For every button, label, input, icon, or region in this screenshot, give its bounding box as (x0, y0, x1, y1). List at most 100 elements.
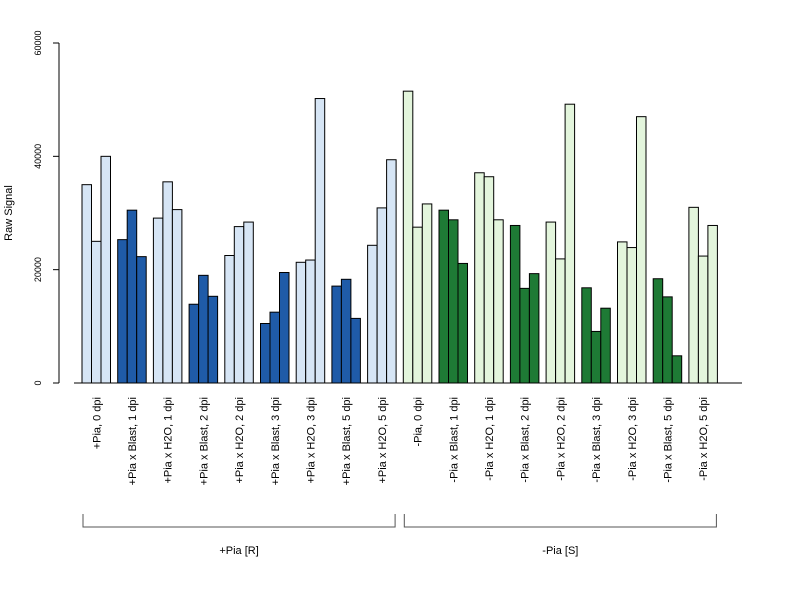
y-axis: 0 20000 40000 60000 (33, 30, 60, 386)
bar (697, 255, 709, 384)
bar-group (117, 209, 147, 384)
category-label: +Pia x Blast, 2 dpi (198, 397, 210, 485)
group-bracket (82, 514, 396, 528)
category-label: +Pia x H2O, 3 dpi (305, 397, 317, 484)
category-label: -Pia x Blast, 3 dpi (591, 397, 603, 483)
bar (509, 224, 521, 384)
y-tick-label: 20000 (33, 257, 43, 282)
category-label: +Pia x H2O, 1 dpi (163, 397, 175, 484)
bar (117, 239, 128, 384)
bar-group (81, 155, 111, 384)
bars-layer (81, 90, 718, 384)
bar (367, 244, 378, 384)
group-label: +Pia [R] (219, 545, 258, 557)
bar (457, 262, 468, 384)
bar (652, 278, 664, 384)
bar (350, 317, 361, 384)
bar (545, 221, 557, 384)
bar (314, 98, 326, 384)
bar-group (617, 116, 647, 384)
bar-group (367, 159, 397, 384)
bar (448, 219, 459, 384)
y-tick-label: 40000 (33, 144, 43, 169)
y-tick-label: 0 (33, 380, 43, 385)
bar-group (581, 287, 611, 384)
bar (233, 226, 245, 384)
bar-group (224, 221, 254, 384)
bar-group (402, 90, 433, 384)
category-label: -Pia x Blast, 1 dpi (448, 397, 460, 483)
category-label: -Pia x H2O, 2 dpi (555, 397, 567, 481)
bar (493, 219, 504, 384)
bar (224, 255, 235, 384)
bar (260, 323, 271, 384)
group-bracket (403, 514, 717, 528)
bar (555, 258, 566, 384)
bar-group (260, 272, 290, 384)
category-label: +Pia x H2O, 5 dpi (377, 397, 389, 484)
bar (600, 307, 611, 384)
bar (91, 240, 102, 384)
group-label: -Pia [S] (542, 545, 578, 557)
bar (386, 159, 397, 384)
bar (171, 209, 183, 384)
bar (626, 247, 637, 384)
bar-group (474, 172, 504, 384)
bar (421, 203, 433, 384)
category-label: -Pia x Blast, 5 dpi (662, 397, 674, 483)
bar (671, 355, 683, 384)
bar-group (438, 209, 468, 384)
bar (662, 296, 673, 384)
category-label: +Pia x H2O, 2 dpi (234, 397, 246, 484)
category-label: -Pia x Blast, 2 dpi (520, 397, 532, 483)
category-label: -Pia, 0 dpi (413, 397, 425, 447)
category-label: +Pia x Blast, 1 dpi (127, 397, 139, 485)
category-label: +Pia x Blast, 5 dpi (341, 397, 353, 485)
bar (412, 226, 423, 384)
bar-group (331, 278, 361, 384)
bar (519, 287, 530, 384)
bar (100, 155, 111, 384)
bar (376, 207, 388, 384)
bar (483, 176, 495, 384)
bar (207, 295, 219, 384)
bar (617, 241, 628, 384)
group-brackets: +Pia [R] -Pia [S] (82, 514, 717, 557)
bar-group (545, 103, 576, 384)
bar (474, 172, 485, 384)
category-label: -Pia x H2O, 3 dpi (627, 397, 639, 481)
bar (162, 181, 173, 384)
category-label: -Pia x H2O, 5 dpi (698, 397, 710, 481)
bar (688, 206, 699, 384)
y-tick-label: 60000 (33, 30, 43, 55)
bar (528, 273, 540, 384)
category-labels: +Pia, 0 dpi +Pia x Blast, 1 dpi +Pia x H2O… (91, 397, 710, 485)
bar (340, 278, 352, 384)
bar (243, 221, 254, 384)
bar (188, 303, 200, 384)
bar (279, 272, 290, 384)
bar (402, 90, 414, 384)
bar (707, 224, 718, 384)
bar-group (652, 278, 683, 384)
bar (581, 287, 592, 384)
bar-group (295, 98, 326, 384)
bar (198, 274, 209, 384)
bar-group (688, 206, 718, 384)
category-label: +Pia x Blast, 3 dpi (270, 397, 282, 485)
y-axis-title: Raw Signal (3, 185, 15, 241)
bar (564, 103, 576, 384)
bar (126, 209, 138, 384)
bar-group (509, 224, 540, 384)
bar (331, 285, 342, 384)
bar (136, 256, 147, 384)
bar-group (188, 274, 219, 384)
bar-group (152, 181, 183, 384)
bar (269, 311, 280, 384)
category-label: +Pia, 0 dpi (91, 397, 103, 449)
bar (590, 330, 602, 384)
bar (295, 261, 307, 384)
category-label: -Pia x H2O, 1 dpi (484, 397, 496, 481)
bar (152, 217, 164, 384)
bar (305, 259, 316, 384)
